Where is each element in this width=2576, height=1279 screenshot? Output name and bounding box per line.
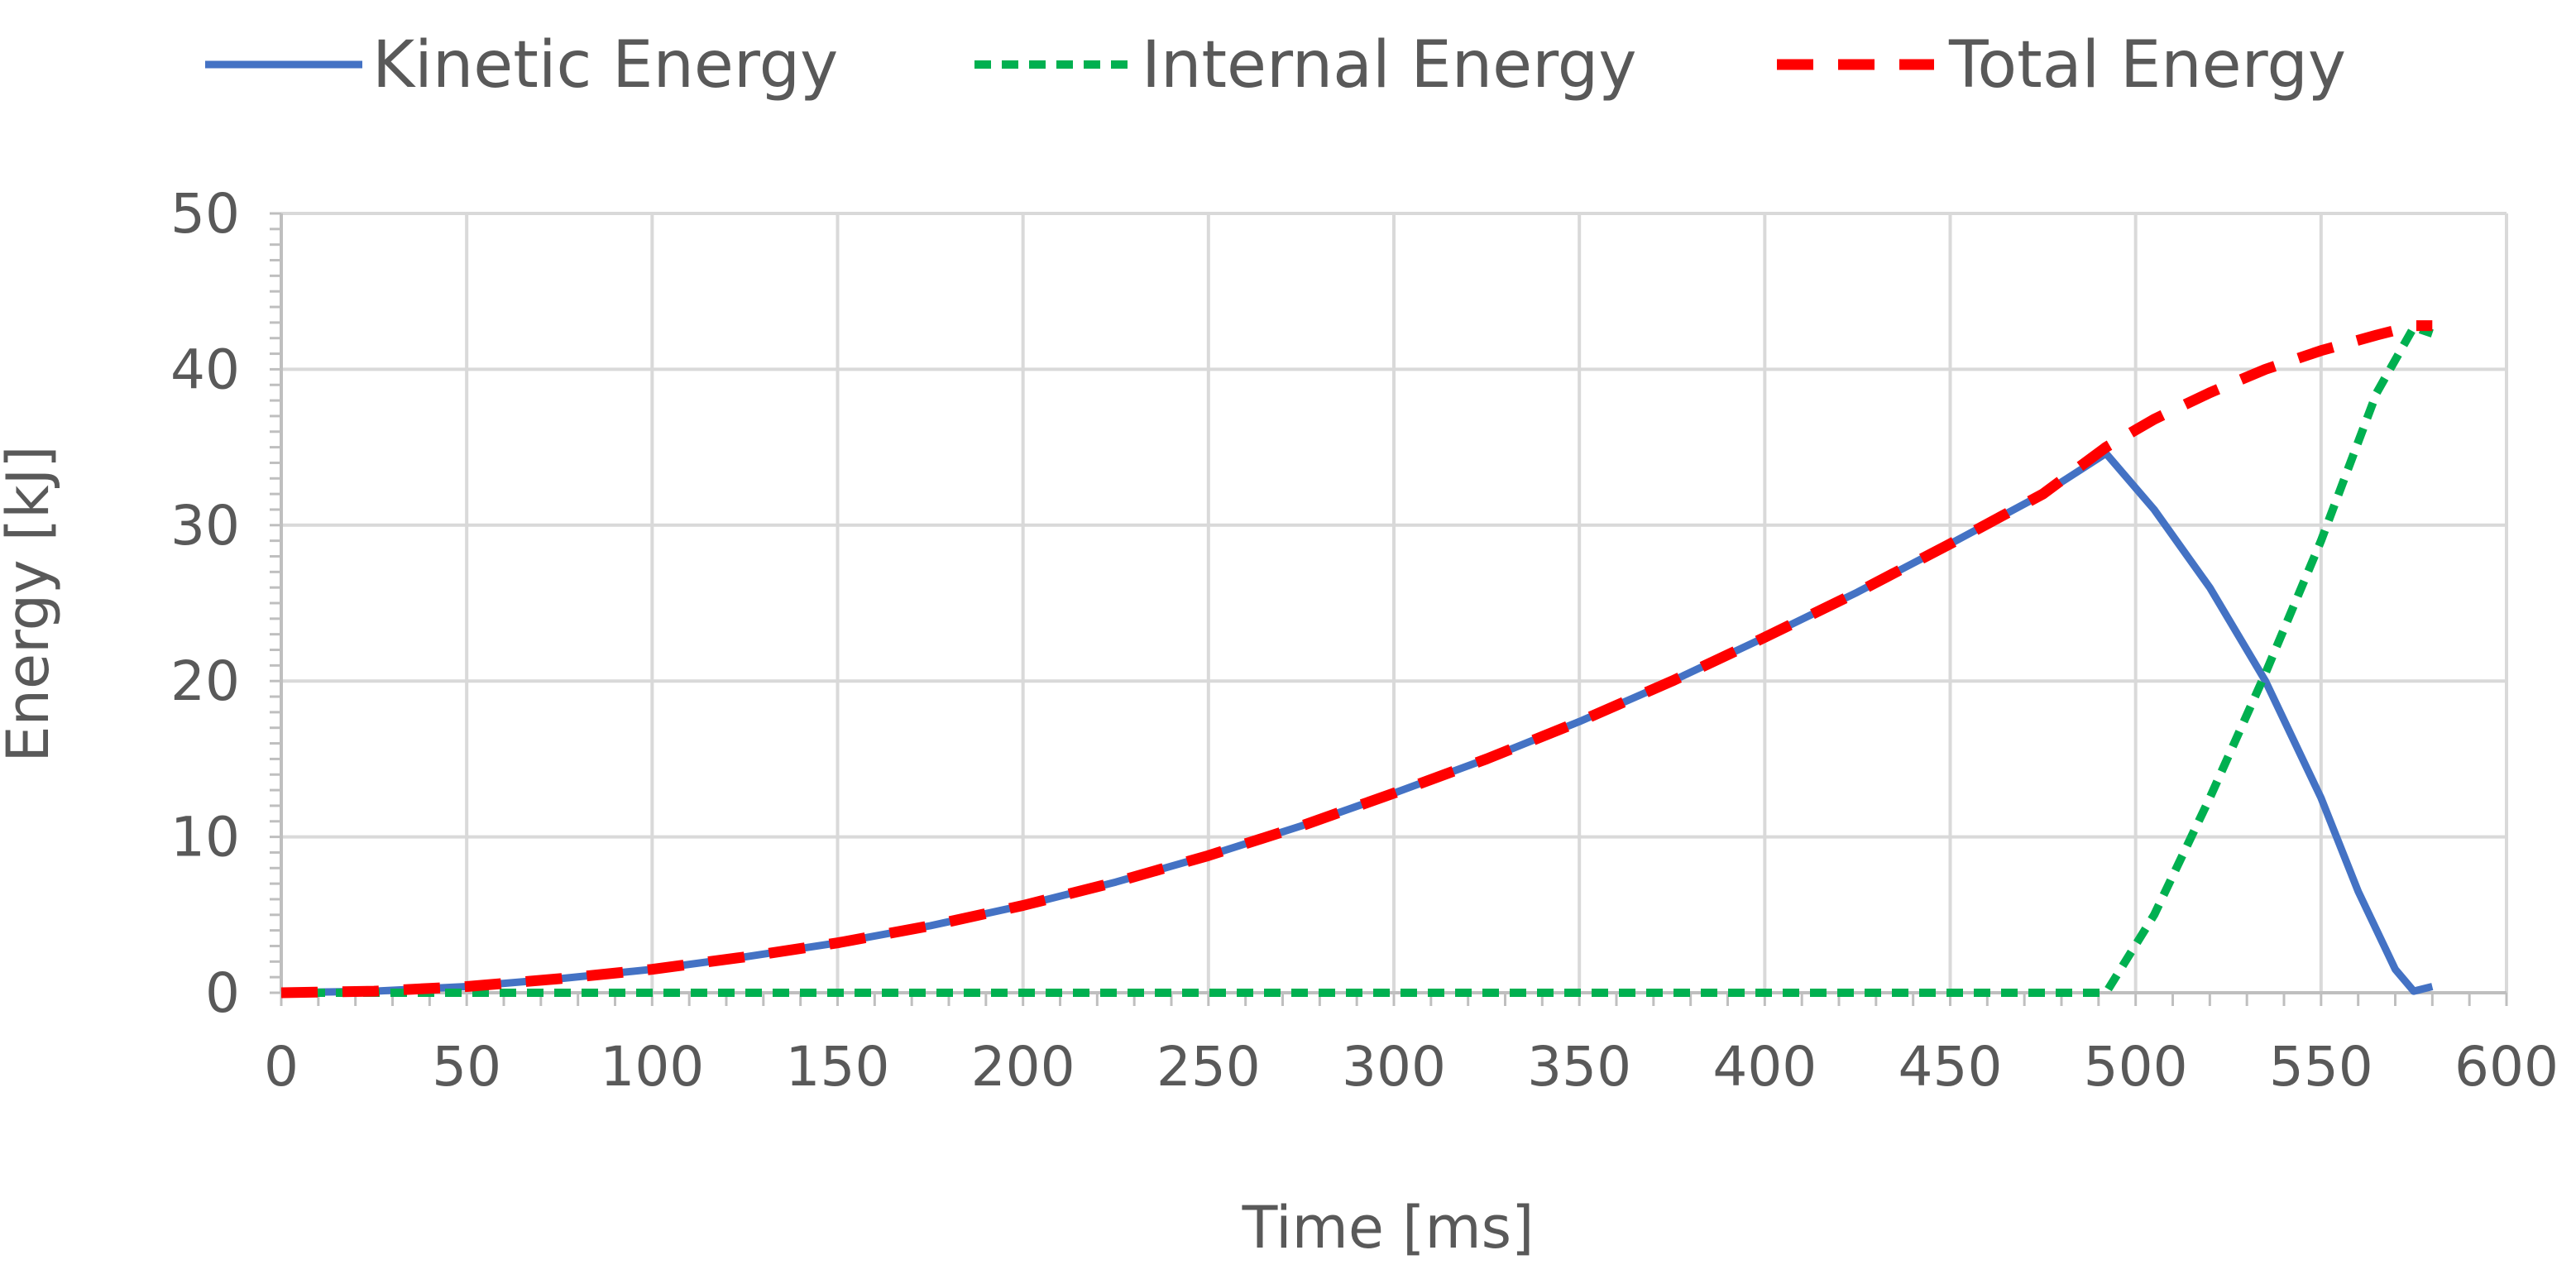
legend: Kinetic Energy Internal Energy Total Energ… — [205, 28, 2346, 103]
x-tick-label: 0 — [264, 1035, 299, 1099]
x-tick-label: 50 — [432, 1035, 501, 1099]
x-tick-label: 600 — [2454, 1035, 2559, 1099]
legend-label: Total Energy — [1948, 28, 2346, 103]
x-tick-label: 450 — [1898, 1035, 2003, 1099]
y-tick-label: 50 — [170, 182, 240, 246]
y-tick-label: 0 — [205, 961, 240, 1025]
legend-item-total-energy: Total Energy — [1777, 28, 2346, 103]
y-tick-label: 10 — [170, 806, 240, 869]
legend-label: Kinetic Energy — [372, 28, 838, 103]
x-tick-label: 300 — [1342, 1035, 1446, 1099]
x-tick-label: 200 — [971, 1035, 1075, 1099]
x-tick-label: 350 — [1527, 1035, 1631, 1099]
legend-item-internal-energy: Internal Energy — [974, 28, 1636, 103]
y-tick-label: 20 — [170, 649, 240, 713]
series-line-internal-energy — [281, 323, 2434, 997]
minor-ticks — [270, 212, 2508, 1006]
x-tick-label: 100 — [600, 1035, 704, 1099]
x-tick-label: 250 — [1156, 1035, 1261, 1099]
x-tick-label: 150 — [786, 1035, 890, 1099]
x-tick-label: 400 — [1712, 1035, 1817, 1099]
legend-item-kinetic-energy: Kinetic Energy — [205, 28, 838, 103]
x-tick-label: 500 — [2084, 1035, 2188, 1099]
y-tick-label: 30 — [170, 494, 240, 558]
y-tick-label: 40 — [170, 338, 240, 401]
legend-label: Internal Energy — [1142, 28, 1636, 103]
y-tick-labels: 0 10 20 30 40 50 — [170, 182, 240, 1025]
x-axis-title: Time [ms] — [1242, 1194, 1535, 1262]
x-tick-label: 550 — [2269, 1035, 2373, 1099]
series-lines — [280, 320, 2434, 999]
x-tick-labels: 0 50 100 150 200 250 300 350 400 450 500 550 600 — [264, 1035, 2559, 1099]
y-axis-title: Energy [kJ] — [0, 445, 62, 762]
